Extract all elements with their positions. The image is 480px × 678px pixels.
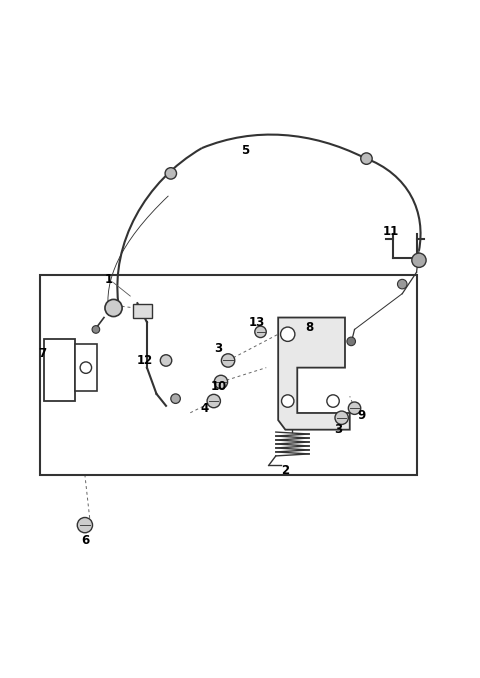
Circle shape: [255, 326, 266, 338]
Bar: [132, 304, 152, 317]
Circle shape: [171, 394, 180, 403]
Text: 5: 5: [240, 144, 249, 157]
Text: 8: 8: [305, 321, 313, 334]
Circle shape: [160, 355, 172, 366]
Text: 6: 6: [81, 534, 89, 547]
Text: 4: 4: [200, 401, 208, 415]
Circle shape: [214, 375, 228, 388]
Polygon shape: [278, 317, 350, 430]
Circle shape: [281, 327, 295, 342]
Circle shape: [207, 395, 220, 407]
Bar: [44, 339, 75, 401]
Circle shape: [221, 354, 235, 367]
Circle shape: [327, 395, 339, 407]
Circle shape: [281, 395, 294, 407]
Circle shape: [80, 362, 92, 374]
Bar: [75, 344, 97, 391]
Text: 13: 13: [249, 316, 265, 329]
Circle shape: [348, 402, 361, 414]
Circle shape: [105, 300, 122, 317]
Text: 9: 9: [358, 409, 366, 422]
Circle shape: [397, 279, 407, 289]
Text: 1: 1: [105, 273, 113, 286]
Text: 10: 10: [210, 380, 227, 393]
Circle shape: [77, 517, 93, 533]
Text: 11: 11: [382, 225, 398, 238]
Text: 2: 2: [281, 464, 289, 477]
Text: 12: 12: [136, 354, 153, 367]
Text: 3: 3: [215, 342, 223, 355]
Text: 3: 3: [334, 423, 342, 436]
Circle shape: [335, 411, 348, 424]
Circle shape: [92, 325, 100, 334]
Bar: [39, 275, 417, 475]
Text: 7: 7: [38, 347, 46, 360]
Circle shape: [361, 153, 372, 164]
Circle shape: [412, 253, 426, 267]
Circle shape: [165, 167, 177, 179]
Circle shape: [347, 337, 356, 346]
